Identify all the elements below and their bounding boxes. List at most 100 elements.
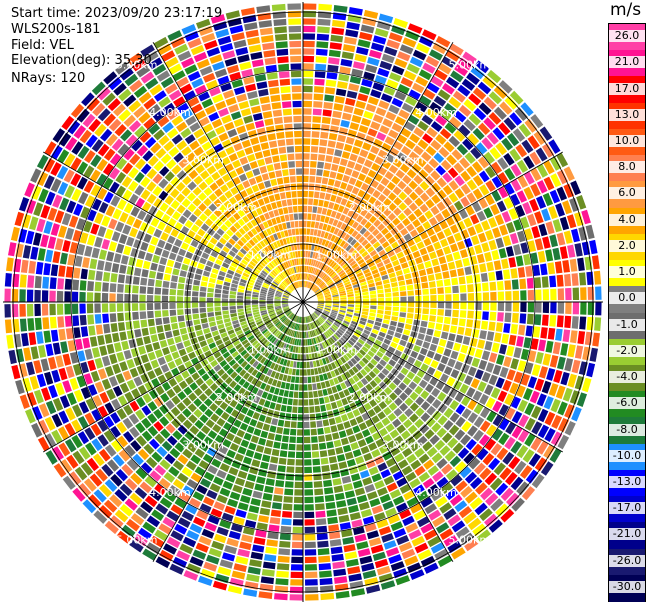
range-gate [399,392,408,402]
range-gate [253,428,262,437]
range-gate [261,391,269,399]
range-gate [362,298,370,302]
range-gate [284,123,293,131]
range-gate [271,317,278,322]
range-gate [84,412,96,426]
range-gate [430,295,437,302]
range-gate [317,390,323,397]
range-gate [275,309,282,313]
range-gate [505,246,515,257]
range-gate [360,377,369,386]
range-gate [396,477,408,488]
range-gate [134,267,142,277]
range-gate [295,323,299,330]
range-gate [303,250,306,257]
range-gate [188,414,198,424]
range-gate [307,206,313,213]
range-gate [235,269,243,275]
range-gate [291,267,295,274]
range-gate [153,129,165,141]
range-gate [567,373,577,388]
range-gate [460,532,475,545]
range-gate [292,315,297,321]
range-gate [220,347,228,355]
range-gate [523,171,535,185]
range-gate [224,545,237,555]
range-gate [332,12,347,21]
range-gate [317,279,322,286]
range-gate [303,48,315,55]
range-gate [248,44,262,53]
range-gate [363,452,373,462]
range-gate [331,335,338,342]
range-gate [166,259,175,268]
range-gate [266,72,278,80]
range-gate [389,429,400,439]
range-gate [499,224,509,236]
range-gate [104,444,117,457]
range-gate [153,421,164,432]
range-gate [372,551,386,561]
range-gate [426,446,438,458]
range-gate [177,424,188,435]
range-gate [95,324,103,335]
range-gate [124,444,136,457]
range-gate [271,251,277,258]
range-gate [165,331,173,339]
range-gate [252,328,259,334]
range-gate [202,453,213,464]
range-gate [420,401,431,411]
range-gate [344,490,356,499]
range-gate [536,163,549,178]
range-ring-labels: 1.00km1.00km1.00km1.00km2.00km2.00km2.00… [116,58,490,546]
range-gate [72,450,85,465]
range-gate [250,435,259,444]
range-gate [307,266,311,273]
range-gate [560,371,570,386]
range-gate [259,293,267,297]
range-gate [213,160,224,170]
range-gate [369,49,382,59]
range-gate [94,123,107,137]
range-gate [479,184,490,196]
range-gate [344,225,351,233]
range-gate [385,306,392,311]
range-gate [52,194,63,208]
range-gate [218,270,226,277]
range-gate [280,442,289,450]
range-gate [181,109,193,120]
range-gate [412,375,422,385]
range-gate [167,217,177,227]
range-gate [310,161,317,168]
range-gate [431,387,441,398]
range-gate [225,432,235,442]
range-gate [183,339,191,348]
range-gate [190,472,202,483]
range-gate [327,410,334,418]
range-gate [152,110,165,122]
range-gate [285,191,292,199]
range-gate [316,253,321,260]
range-gate [244,22,258,31]
range-gate [417,435,428,446]
range-gate [94,281,102,292]
range-gate [328,201,335,210]
range-gate [273,18,287,26]
range-gate [289,383,295,391]
range-gate [420,390,430,400]
range-gate [122,162,133,175]
range-gate [293,496,303,504]
range-gate [329,283,336,289]
range-gate [397,275,405,281]
range-gate [239,422,249,431]
range-gate [482,75,497,89]
range-gate [564,421,576,436]
range-gate [432,223,442,233]
range-gate [250,551,264,560]
range-gate [53,463,67,478]
range-gate [150,535,165,548]
range-gate [388,272,396,279]
range-gate [245,449,255,458]
range-gate [320,457,329,465]
range-gate [222,294,229,299]
